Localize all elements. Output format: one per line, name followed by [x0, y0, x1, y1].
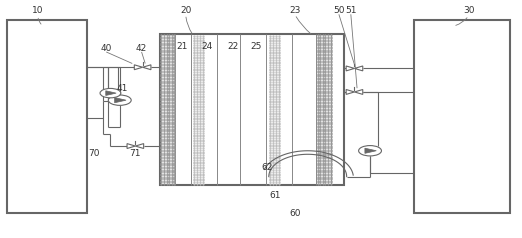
- Circle shape: [100, 89, 121, 98]
- Circle shape: [109, 95, 131, 105]
- Polygon shape: [365, 148, 376, 153]
- Circle shape: [359, 146, 382, 156]
- Bar: [7, 20, 87, 213]
- Text: 50: 50: [333, 6, 345, 15]
- Text: 21: 21: [176, 42, 188, 51]
- Polygon shape: [106, 91, 116, 95]
- Text: 71: 71: [129, 149, 141, 158]
- Text: 22: 22: [228, 42, 239, 51]
- Polygon shape: [115, 98, 126, 103]
- Polygon shape: [346, 89, 354, 94]
- Bar: [160, 34, 344, 185]
- Text: 20: 20: [180, 6, 192, 15]
- Text: 10: 10: [32, 6, 43, 15]
- Text: 70: 70: [88, 149, 100, 158]
- Text: 42: 42: [136, 44, 147, 53]
- Polygon shape: [143, 65, 151, 70]
- Polygon shape: [354, 89, 363, 94]
- Polygon shape: [354, 66, 363, 71]
- Text: 60: 60: [289, 208, 301, 218]
- Polygon shape: [346, 66, 354, 71]
- Text: 41: 41: [116, 84, 127, 93]
- Text: 25: 25: [250, 42, 262, 51]
- Polygon shape: [127, 144, 135, 149]
- Text: 24: 24: [201, 42, 212, 51]
- Text: 30: 30: [463, 6, 474, 15]
- Text: 61: 61: [270, 191, 281, 200]
- Polygon shape: [134, 65, 143, 70]
- Polygon shape: [135, 144, 144, 149]
- Text: 62: 62: [262, 163, 273, 172]
- Text: 40: 40: [101, 44, 112, 53]
- Text: 51: 51: [345, 6, 357, 15]
- Bar: [414, 20, 510, 213]
- Text: 23: 23: [289, 6, 301, 15]
